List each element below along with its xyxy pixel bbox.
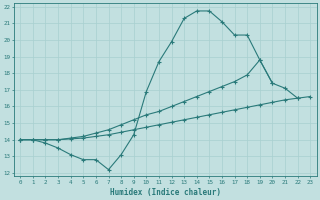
X-axis label: Humidex (Indice chaleur): Humidex (Indice chaleur) [110, 188, 221, 197]
